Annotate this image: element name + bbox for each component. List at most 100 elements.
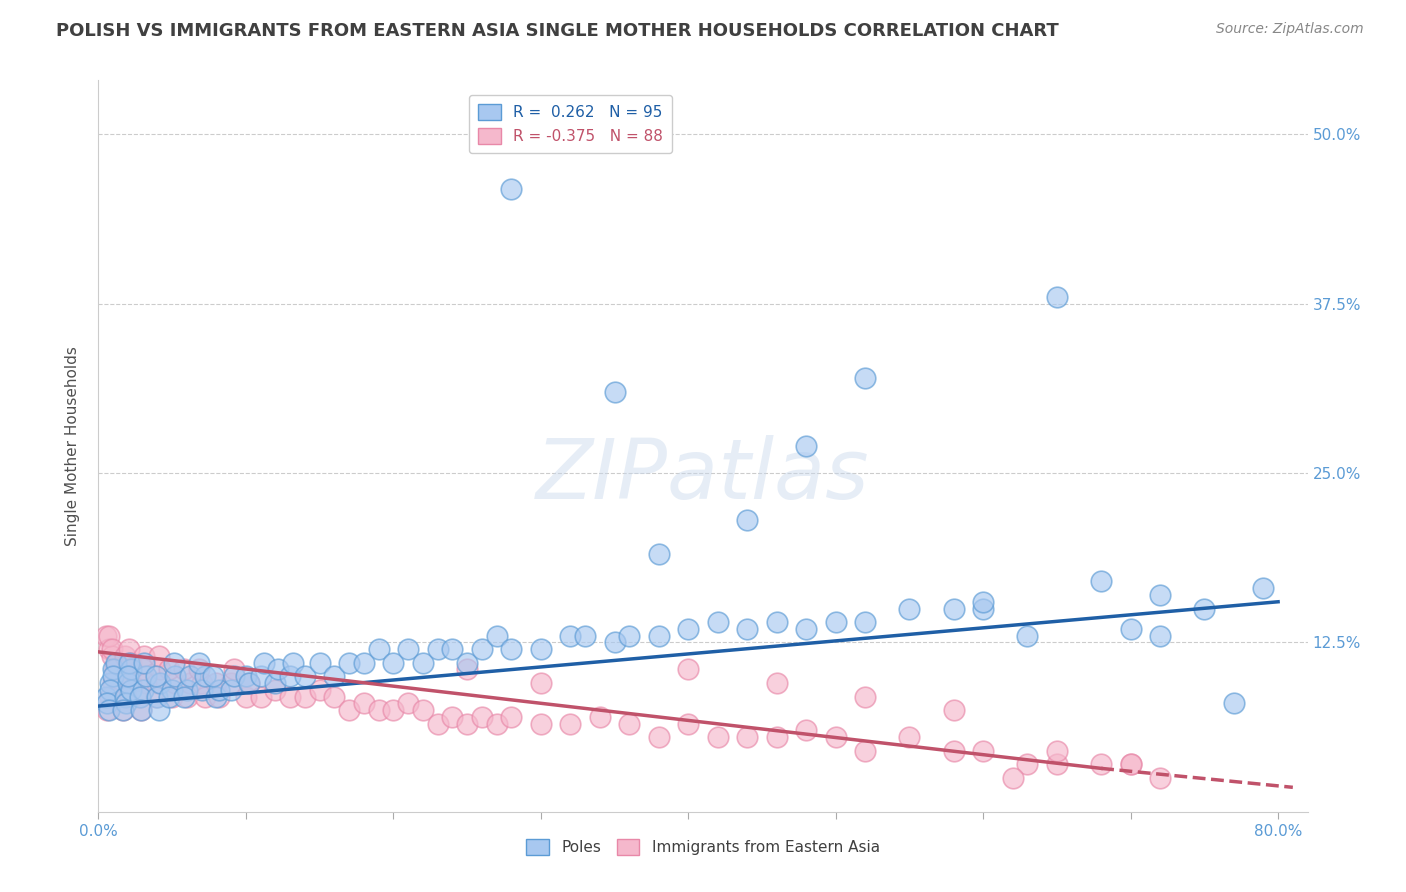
- Point: [323, 690, 346, 704]
- Point: [190, 676, 212, 690]
- Point: [794, 723, 817, 738]
- Point: [112, 703, 135, 717]
- Point: [1017, 629, 1039, 643]
- Point: [471, 642, 494, 657]
- Point: [118, 642, 141, 657]
- Point: [589, 710, 612, 724]
- Point: [648, 629, 671, 643]
- Point: [308, 656, 330, 670]
- Point: [238, 676, 260, 690]
- Point: [353, 656, 375, 670]
- Point: [426, 642, 449, 657]
- Point: [120, 656, 142, 670]
- Point: [100, 648, 122, 663]
- Point: [179, 676, 201, 690]
- Point: [98, 682, 121, 697]
- Point: [853, 744, 876, 758]
- Point: [308, 682, 330, 697]
- Point: [471, 710, 494, 724]
- Point: [104, 663, 127, 677]
- Point: [222, 663, 245, 677]
- Point: [135, 669, 157, 683]
- Point: [160, 690, 183, 704]
- Point: [190, 682, 212, 697]
- Point: [264, 676, 287, 690]
- Point: [412, 703, 434, 717]
- Point: [179, 669, 201, 683]
- Point: [222, 669, 245, 683]
- Point: [382, 703, 405, 717]
- Point: [678, 716, 700, 731]
- Point: [942, 601, 965, 615]
- Point: [765, 676, 787, 690]
- Point: [853, 690, 876, 704]
- Point: [560, 716, 582, 731]
- Point: [264, 682, 287, 697]
- Point: [1194, 601, 1216, 615]
- Point: [648, 547, 671, 561]
- Point: [157, 690, 180, 704]
- Point: [249, 690, 271, 704]
- Point: [735, 514, 758, 528]
- Point: [382, 656, 405, 670]
- Point: [117, 669, 139, 683]
- Point: [96, 697, 118, 711]
- Point: [134, 648, 156, 663]
- Point: [118, 656, 141, 670]
- Point: [173, 690, 195, 704]
- Point: [97, 642, 120, 657]
- Point: [208, 682, 231, 697]
- Point: [794, 439, 817, 453]
- Point: [942, 703, 965, 717]
- Point: [706, 730, 728, 744]
- Point: [824, 730, 846, 744]
- Point: [173, 663, 195, 677]
- Point: [530, 676, 553, 690]
- Point: [176, 690, 198, 704]
- Legend: Poles, Immigrants from Eastern Asia: Poles, Immigrants from Eastern Asia: [519, 831, 887, 863]
- Point: [160, 682, 183, 697]
- Point: [165, 676, 187, 690]
- Point: [765, 615, 787, 629]
- Point: [128, 690, 150, 704]
- Point: [1119, 622, 1142, 636]
- Point: [235, 690, 257, 704]
- Point: [367, 642, 389, 657]
- Point: [501, 181, 523, 195]
- Point: [101, 669, 124, 683]
- Point: [105, 656, 128, 670]
- Point: [1090, 757, 1112, 772]
- Point: [114, 648, 136, 663]
- Point: [794, 622, 817, 636]
- Point: [972, 601, 994, 615]
- Point: [112, 703, 135, 717]
- Point: [194, 690, 217, 704]
- Point: [117, 663, 139, 677]
- Point: [135, 676, 157, 690]
- Point: [456, 663, 478, 677]
- Point: [187, 656, 209, 670]
- Point: [165, 669, 187, 683]
- Point: [117, 676, 139, 690]
- Point: [1046, 290, 1069, 304]
- Point: [619, 716, 641, 731]
- Point: [101, 663, 124, 677]
- Point: [115, 697, 138, 711]
- Point: [96, 703, 118, 717]
- Point: [501, 710, 523, 724]
- Point: [146, 676, 169, 690]
- Point: [94, 690, 117, 704]
- Point: [205, 676, 228, 690]
- Point: [120, 663, 142, 677]
- Point: [194, 669, 217, 683]
- Point: [441, 642, 464, 657]
- Point: [765, 730, 787, 744]
- Point: [706, 615, 728, 629]
- Point: [162, 656, 184, 670]
- Point: [101, 676, 124, 690]
- Point: [114, 690, 136, 704]
- Point: [97, 703, 120, 717]
- Point: [1149, 588, 1171, 602]
- Point: [148, 648, 170, 663]
- Point: [131, 663, 153, 677]
